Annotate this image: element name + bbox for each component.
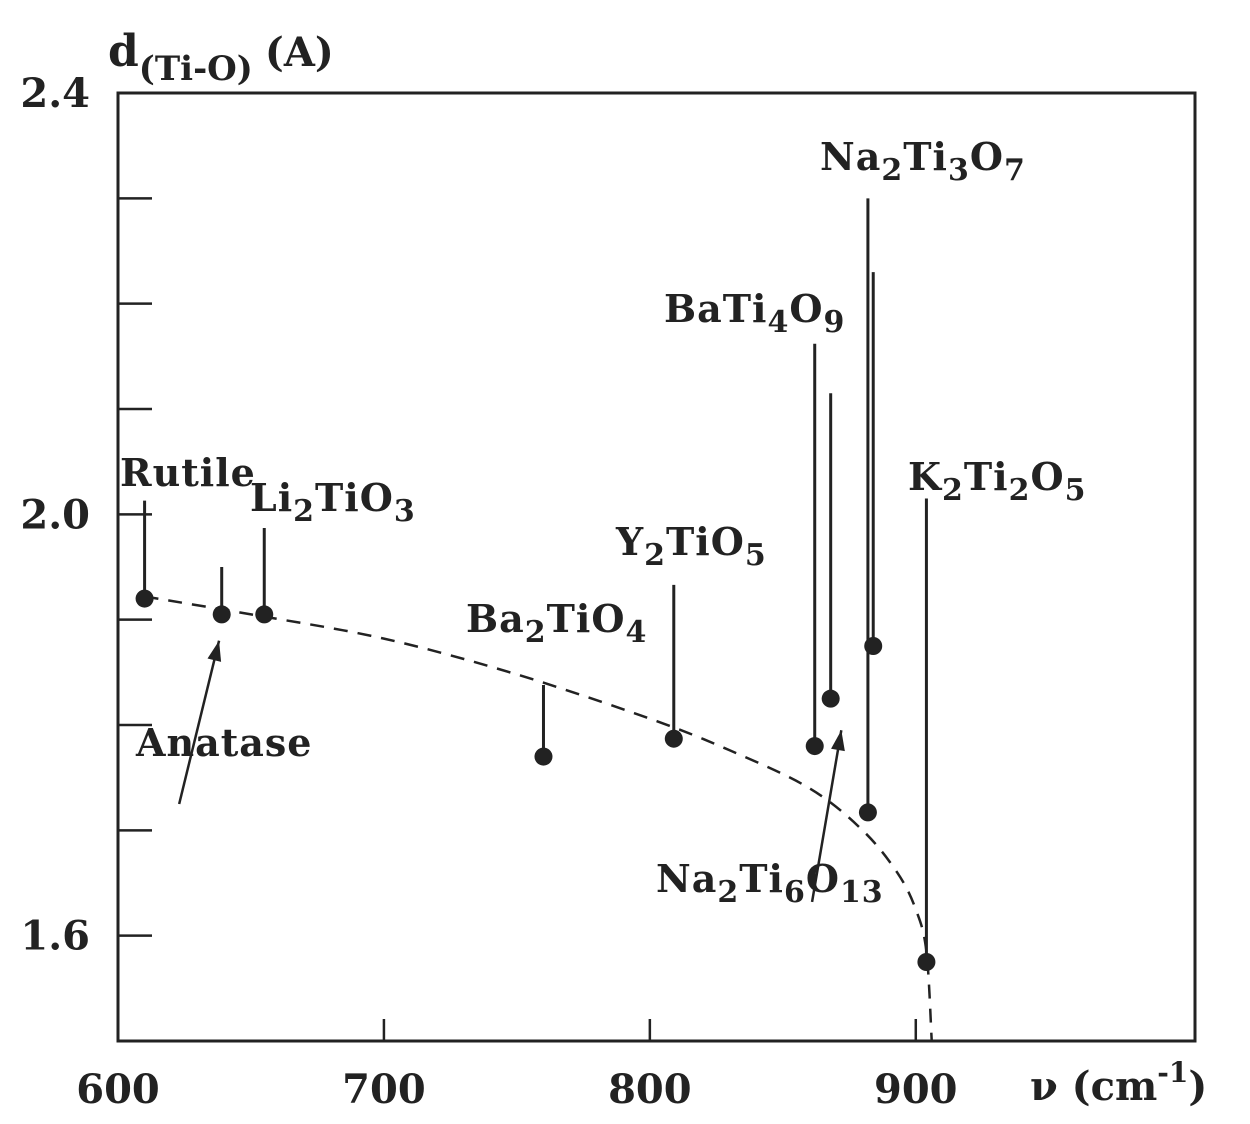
data-point xyxy=(917,953,936,971)
anatase-arrow xyxy=(177,640,222,805)
data-point xyxy=(534,747,553,766)
annotation-arrows xyxy=(177,640,845,903)
plot-area-frame xyxy=(116,91,1197,1043)
label-y2tio5: Y2TiO5 xyxy=(615,519,767,573)
x-tick-label: 900 xyxy=(874,1066,958,1113)
data-point xyxy=(135,589,154,608)
data-point xyxy=(864,637,883,655)
x-tick-label: 800 xyxy=(608,1066,692,1113)
data-point xyxy=(255,605,274,624)
y-tick-label: 2.0 xyxy=(20,491,90,538)
label-k2ti2o5: K2Ti2O5 xyxy=(908,454,1086,508)
y-axis-title: d(Ti-O) (A) xyxy=(108,26,334,89)
label-na2ti6o13: Na2Ti6O13 xyxy=(656,856,884,910)
x-tick-label: 600 xyxy=(76,1066,160,1113)
data-point xyxy=(821,689,840,708)
data-point xyxy=(664,729,683,748)
data-point xyxy=(805,737,824,756)
x-axis-title: ν (cm-1) xyxy=(1030,1056,1207,1110)
y-axis-ticks: 1.6 2.0 2.4 xyxy=(20,70,152,960)
label-li2tio3: Li2TiO3 xyxy=(250,475,416,529)
y-tick-label: 1.6 xyxy=(20,913,90,960)
label-ba2tio4: Ba2TiO4 xyxy=(466,596,647,650)
label-bati4o9: BaTi4O9 xyxy=(664,286,845,340)
data-point xyxy=(858,803,877,822)
y-tick-label: 2.4 xyxy=(20,70,90,117)
na2ti6o13-arrow xyxy=(810,730,845,903)
label-rutile: Rutile xyxy=(120,450,256,495)
data-point xyxy=(212,605,231,624)
trend-curve xyxy=(144,595,933,1042)
x-axis-ticks: 600 700 800 900 xyxy=(76,1019,958,1113)
data-stems xyxy=(143,198,928,962)
data-points xyxy=(135,589,936,971)
axis-titles: d(Ti-O) (A) ν (cm-1) xyxy=(108,26,1207,1110)
label-anatase: Anatase xyxy=(135,720,312,765)
label-na2ti3o7: Na2Ti3O7 xyxy=(820,134,1026,188)
x-tick-label: 700 xyxy=(342,1066,426,1113)
